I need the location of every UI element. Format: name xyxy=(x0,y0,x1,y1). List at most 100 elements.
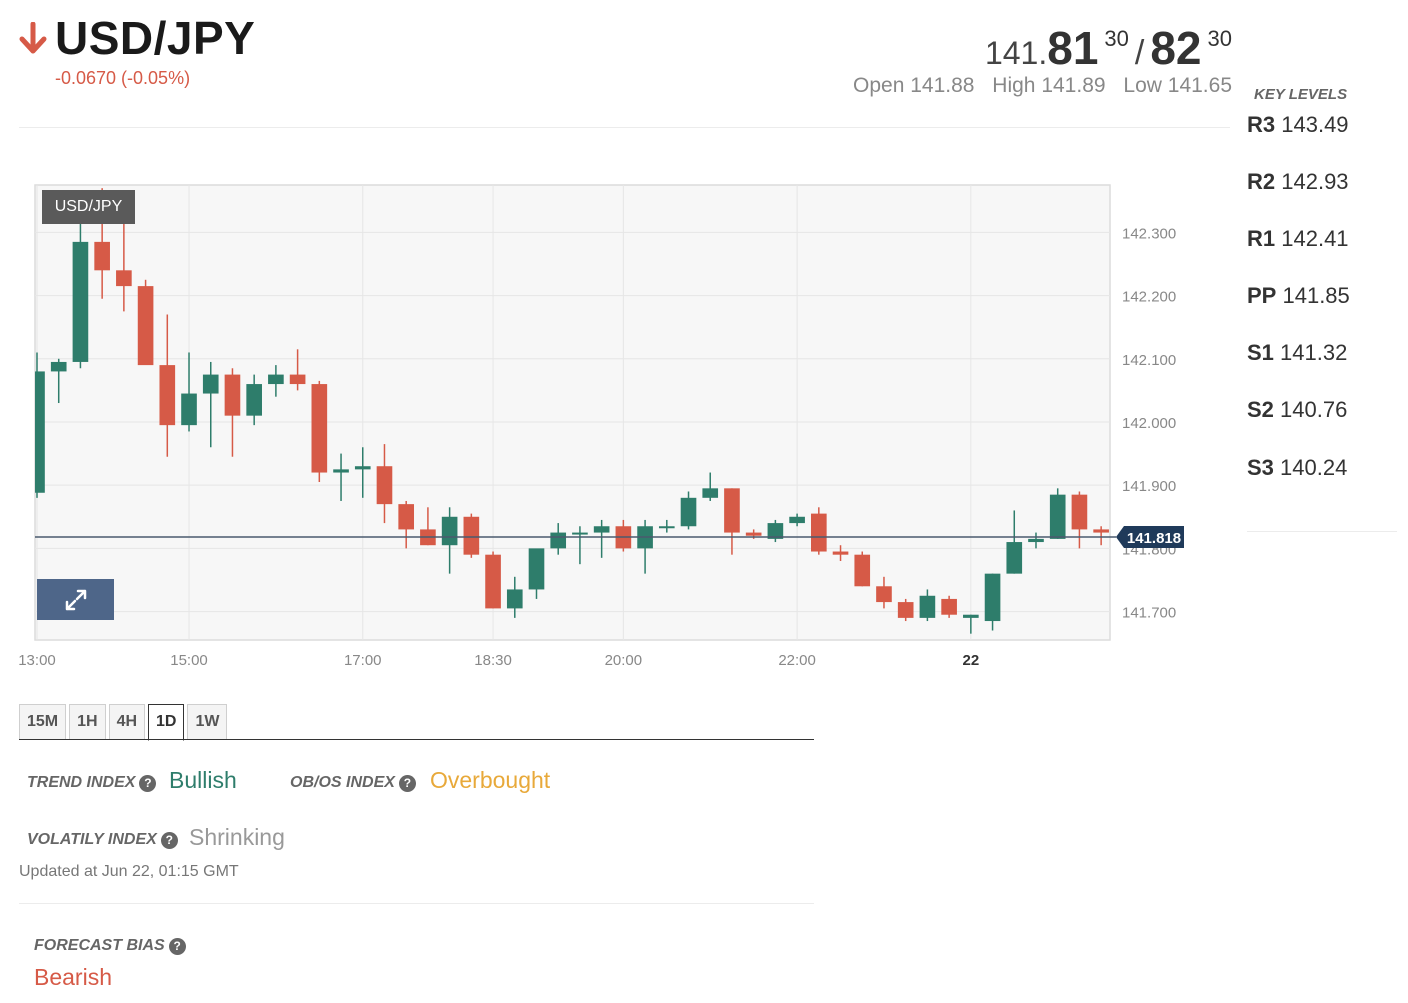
candle-body xyxy=(333,469,349,473)
candle-body xyxy=(811,513,827,552)
tab-4h[interactable]: 4H xyxy=(108,704,146,740)
divider xyxy=(19,903,814,904)
y-tick-label: 142.000 xyxy=(1122,415,1176,432)
tab-1d[interactable]: 1D xyxy=(148,704,185,741)
forecast-bias-label-text: FORECAST BIAS xyxy=(34,937,165,954)
key-level-value: 141.32 xyxy=(1280,340,1348,365)
last-price-label: 141.818 xyxy=(1127,530,1181,547)
obos-index-label-text: OB/OS INDEX xyxy=(290,774,395,791)
pair-title: USD/JPY xyxy=(55,12,256,64)
y-tick-label: 142.100 xyxy=(1122,352,1176,369)
candle-body xyxy=(550,532,567,549)
help-icon[interactable]: ? xyxy=(160,831,178,849)
candlestick-chart[interactable]: 142.300 142.200 142.100 142.000 141.900 141.8… xyxy=(0,150,1230,680)
candle-body xyxy=(246,384,262,416)
divider xyxy=(1247,531,1397,532)
candle xyxy=(528,548,545,599)
x-tick-label: 13:00 xyxy=(18,652,56,669)
forecast-bias-value: Bearish xyxy=(34,964,112,990)
x-tick-label: 17:00 xyxy=(344,652,382,669)
candle-body xyxy=(354,466,371,470)
candle-body xyxy=(398,504,415,530)
candle xyxy=(333,453,349,501)
key-level-label: PP xyxy=(1247,283,1277,308)
candle-body xyxy=(268,374,284,385)
candle xyxy=(702,472,719,501)
key-levels-title: KEY LEVELS xyxy=(1254,86,1348,103)
key-level-r1: R1 142.41 xyxy=(1247,226,1349,252)
plot-area xyxy=(34,184,1111,641)
candle xyxy=(246,374,262,426)
candle-body xyxy=(572,532,588,535)
quote: 141.81 30/82 30 xyxy=(985,14,1232,85)
candle-body xyxy=(1093,529,1109,533)
key-level-value: 140.76 xyxy=(1280,397,1348,422)
candle-body xyxy=(441,516,458,546)
candle xyxy=(224,368,241,457)
candle-body xyxy=(72,241,89,362)
candle xyxy=(680,491,697,530)
x-tick-label: 22:00 xyxy=(778,652,816,669)
candle-body xyxy=(311,384,328,473)
high-value: High 141.89 xyxy=(992,74,1106,97)
quote-separator: / xyxy=(1134,34,1145,72)
timeframe-tabs: 15M 1H 4H 1D 1W xyxy=(19,704,230,741)
key-level-value: 143.49 xyxy=(1281,112,1349,137)
candle xyxy=(593,519,610,558)
key-level-label: S2 xyxy=(1247,397,1274,422)
candle-body xyxy=(1028,538,1044,543)
candle xyxy=(854,551,871,587)
candle xyxy=(984,573,1001,631)
forecast-bias-label: FORECAST BIAS ? xyxy=(34,937,186,955)
candle-body xyxy=(897,602,914,618)
key-level-r2: R2 142.93 xyxy=(1247,169,1349,195)
open-value: Open 141.88 xyxy=(853,74,975,97)
tab-1w[interactable]: 1W xyxy=(187,704,228,740)
tab-1h[interactable]: 1H xyxy=(69,704,106,740)
candle xyxy=(72,200,89,369)
candle-body xyxy=(202,374,219,394)
candle xyxy=(354,447,371,498)
key-level-value: 141.85 xyxy=(1282,283,1350,308)
candle xyxy=(202,361,219,448)
help-icon[interactable]: ? xyxy=(398,774,416,792)
help-icon[interactable]: ? xyxy=(168,937,186,955)
candle-body xyxy=(485,554,501,609)
updated-timestamp: Updated at Jun 22, 01:15 GMT xyxy=(19,863,239,880)
candle xyxy=(963,614,979,634)
last-price-tag xyxy=(1116,525,1184,548)
trend-index-value: Bullish xyxy=(169,767,237,793)
trend-index-label-text: TREND INDEX xyxy=(27,774,136,791)
candle xyxy=(1093,526,1109,546)
candle xyxy=(311,380,328,483)
candle-body xyxy=(789,516,805,524)
tabs-underline xyxy=(19,739,814,740)
candle xyxy=(1006,510,1023,574)
y-tick-label: 141.900 xyxy=(1122,478,1176,495)
candle-body xyxy=(116,270,132,287)
candle-body xyxy=(963,614,979,618)
key-level-label: S1 xyxy=(1247,340,1274,365)
candle xyxy=(506,576,523,618)
candle xyxy=(1071,491,1088,549)
key-level-label: R3 xyxy=(1247,112,1276,137)
tab-15m[interactable]: 15M xyxy=(19,704,67,740)
candle xyxy=(876,576,892,609)
help-icon[interactable]: ? xyxy=(139,774,157,792)
expand-chart-button[interactable] xyxy=(37,579,114,620)
candle-body xyxy=(876,586,892,603)
candle-body xyxy=(1071,494,1088,530)
candle-body xyxy=(680,497,697,527)
volatility-index-label: VOLATILY INDEX ? xyxy=(27,831,178,849)
candle xyxy=(767,519,784,543)
obos-index-value: Overbought xyxy=(430,767,551,793)
key-level-label: R2 xyxy=(1247,169,1276,194)
candle-body xyxy=(854,554,871,587)
key-level-value: 142.93 xyxy=(1281,169,1349,194)
candle-body xyxy=(702,488,719,498)
candle xyxy=(789,513,805,527)
obos-index-label: OB/OS INDEX ? xyxy=(290,774,416,792)
key-level-s2: S2 140.76 xyxy=(1247,397,1347,423)
key-level-s3: S3 140.24 xyxy=(1247,455,1347,481)
candle xyxy=(897,598,914,622)
